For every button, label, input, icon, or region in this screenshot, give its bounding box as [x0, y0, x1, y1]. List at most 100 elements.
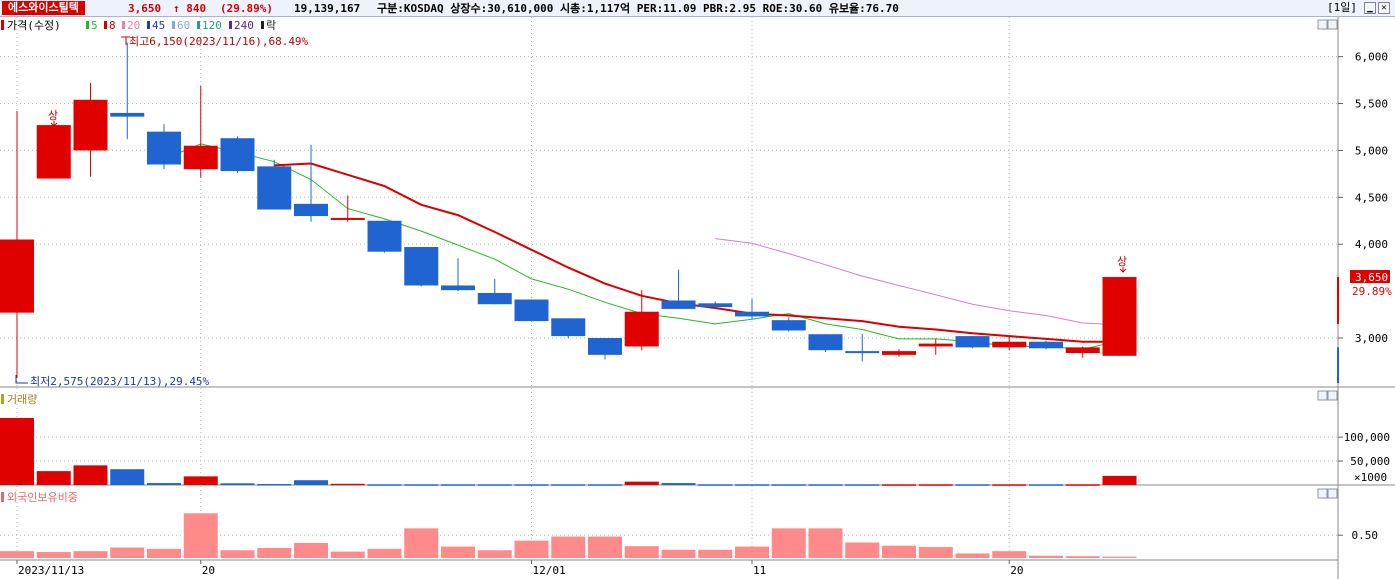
volume-bar	[404, 484, 439, 486]
candle-body	[698, 303, 733, 308]
volume-panel	[0, 388, 1338, 485]
ma-legend-label: 20	[127, 19, 140, 32]
foreign-minimize-icon[interactable]	[1317, 488, 1328, 499]
volume-bar	[257, 484, 292, 486]
foreign-maximize-icon[interactable]	[1327, 488, 1338, 499]
volume-bar	[624, 481, 659, 485]
legend-marker	[1, 20, 4, 30]
high-marker-icon	[121, 36, 130, 45]
ma-legend-marker	[229, 21, 232, 29]
candle-body	[882, 351, 916, 355]
candle-body	[330, 217, 365, 220]
ma-legend-marker	[86, 21, 89, 29]
date-tick-label: 20	[202, 564, 215, 577]
date-tick-label: 20	[1010, 564, 1023, 577]
foreign-ratio-bar	[661, 549, 696, 558]
foreign-ratio-bar	[955, 553, 990, 558]
candle	[955, 336, 990, 349]
low-annotation: 최저2,575(2023/11/13),29.45%	[30, 375, 210, 388]
date-tick-label: 11	[753, 564, 766, 577]
volume-bar	[698, 484, 733, 486]
foreign-ratio-bar	[1065, 556, 1100, 558]
volume-bar	[147, 483, 181, 485]
volume-bar	[918, 484, 953, 486]
volume-bar	[808, 484, 843, 486]
panel-maximize-icon[interactable]	[1327, 19, 1338, 30]
candle-body	[918, 343, 953, 347]
period-selector[interactable]: [1일]	[1327, 1, 1357, 14]
candle-body	[1029, 341, 1063, 349]
candle	[477, 278, 512, 305]
ma-legend-label: 45	[152, 19, 165, 32]
volume-bar	[882, 484, 916, 486]
candle-body	[367, 220, 402, 252]
volume-bar	[1065, 484, 1100, 486]
price-tick-label: 6,000	[1355, 51, 1388, 64]
price-tick-label: 3,000	[1355, 332, 1388, 345]
volume-bar	[735, 484, 769, 486]
foreign-ratio-bar	[882, 545, 916, 558]
candle-body	[36, 125, 71, 179]
price-change-pct: (29.89%)	[220, 2, 273, 15]
current-price-box	[1350, 270, 1390, 284]
foreign-ratio-bar	[220, 550, 255, 558]
date-tick-label: 2023/11/13	[18, 564, 84, 577]
panel-minimize-icon[interactable]	[1317, 19, 1328, 30]
candle	[1102, 277, 1137, 356]
minimize-icon[interactable]: ▁	[1364, 2, 1376, 14]
candle	[1065, 346, 1100, 358]
volume-bar	[551, 484, 586, 486]
volume-tick-label: 50,000	[1350, 455, 1390, 468]
volume-bar	[1102, 475, 1137, 485]
stock-chart[interactable]: 2023/11/13 20 12/01 11 20 6,000 5,500 5,000 4,50…	[0, 17, 1395, 579]
foreign-ratio-bars	[0, 513, 1137, 558]
candle-body	[220, 138, 255, 172]
candle-body	[808, 334, 843, 351]
foreign-ratio-bar	[147, 548, 181, 558]
foreign-ratio-bar	[992, 551, 1027, 558]
volume-minimize-icon[interactable]	[1317, 390, 1328, 401]
candle	[404, 247, 439, 287]
candle	[771, 317, 806, 332]
candle	[588, 337, 622, 360]
volume-bar	[992, 484, 1027, 486]
axis-tick-labels: 2023/11/13 20 12/01 11 20 6,000 5,500 5,000 4,50…	[16, 51, 1390, 577]
foreign-ratio-bar	[918, 547, 953, 558]
ma20-line	[715, 238, 1120, 326]
candle	[845, 334, 880, 362]
volume-legend: 거래량	[7, 393, 37, 406]
ma-legend-label: 8	[109, 19, 116, 32]
candle	[918, 338, 953, 355]
candle	[698, 301, 733, 308]
volume-tick-label: 100,000	[1344, 431, 1390, 444]
price-tick-label: 5,500	[1355, 98, 1388, 111]
candle-body	[0, 239, 34, 313]
foreign-ratio-bar	[735, 546, 769, 558]
price-tick-label: 4,000	[1355, 238, 1388, 251]
candle-body	[73, 99, 108, 151]
volume-unit: ×1000	[1354, 471, 1387, 484]
foreign-legend: 외국인보유비중	[7, 491, 78, 504]
ma-legend-marker	[147, 21, 150, 29]
price-tick-label: 5,000	[1355, 144, 1388, 157]
ma-legend-marker	[261, 21, 264, 29]
candle	[367, 220, 402, 253]
volume-bar	[441, 484, 475, 486]
volume-bar	[36, 471, 71, 485]
candle	[992, 337, 1027, 351]
volume-bar	[110, 469, 145, 485]
current-price-tag: 3,650 29.89%	[1350, 270, 1392, 298]
foreign-ratio-bar	[110, 547, 145, 558]
close-icon[interactable]: ✕	[1378, 2, 1390, 14]
volume-bar	[588, 484, 622, 486]
volume-maximize-icon[interactable]	[1327, 390, 1338, 401]
candle-body	[588, 337, 622, 355]
foreign-ratio-bar	[1102, 556, 1137, 558]
stock-name[interactable]: 에스와이스틸텍	[2, 1, 85, 15]
candle-body	[661, 300, 696, 309]
candle	[36, 125, 71, 179]
date-tick-label: 12/01	[533, 564, 566, 577]
candle	[624, 290, 659, 351]
foreign-ratio-bar	[477, 550, 512, 558]
candle-body	[147, 131, 181, 165]
